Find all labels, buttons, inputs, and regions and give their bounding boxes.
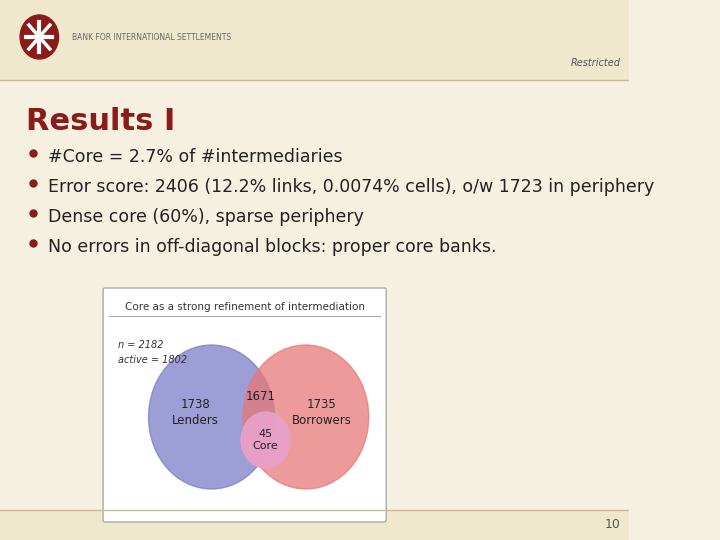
Text: Core as a strong refinement of intermediation: Core as a strong refinement of intermedi…: [125, 302, 364, 312]
Text: No errors in off-diagonal blocks: proper core banks.: No errors in off-diagonal blocks: proper…: [48, 238, 497, 256]
Text: active = 1802: active = 1802: [118, 355, 187, 365]
Text: 1735
Borrowers: 1735 Borrowers: [292, 397, 351, 427]
Text: #Core = 2.7% of #intermediaries: #Core = 2.7% of #intermediaries: [48, 148, 343, 166]
Text: 1738
Lenders: 1738 Lenders: [172, 397, 219, 427]
Text: Dense core (60%), sparse periphery: Dense core (60%), sparse periphery: [48, 208, 364, 226]
Text: 45
Core: 45 Core: [253, 429, 279, 451]
Text: Error score: 2406 (12.2% links, 0.0074% cells), o/w 1723 in periphery: Error score: 2406 (12.2% links, 0.0074% …: [48, 178, 654, 196]
Text: Results I: Results I: [26, 107, 176, 136]
Text: n = 2182: n = 2182: [118, 340, 163, 350]
Text: BANK FOR INTERNATIONAL SETTLEMENTS: BANK FOR INTERNATIONAL SETTLEMENTS: [72, 32, 231, 42]
Circle shape: [20, 15, 58, 59]
Bar: [0, 510, 629, 540]
FancyBboxPatch shape: [103, 288, 386, 522]
Text: 10: 10: [605, 518, 621, 531]
Circle shape: [243, 345, 369, 489]
Circle shape: [148, 345, 274, 489]
Text: Restricted: Restricted: [570, 58, 621, 68]
Text: 1671: 1671: [246, 390, 275, 403]
Circle shape: [241, 412, 290, 468]
Bar: [0, 0, 629, 80]
